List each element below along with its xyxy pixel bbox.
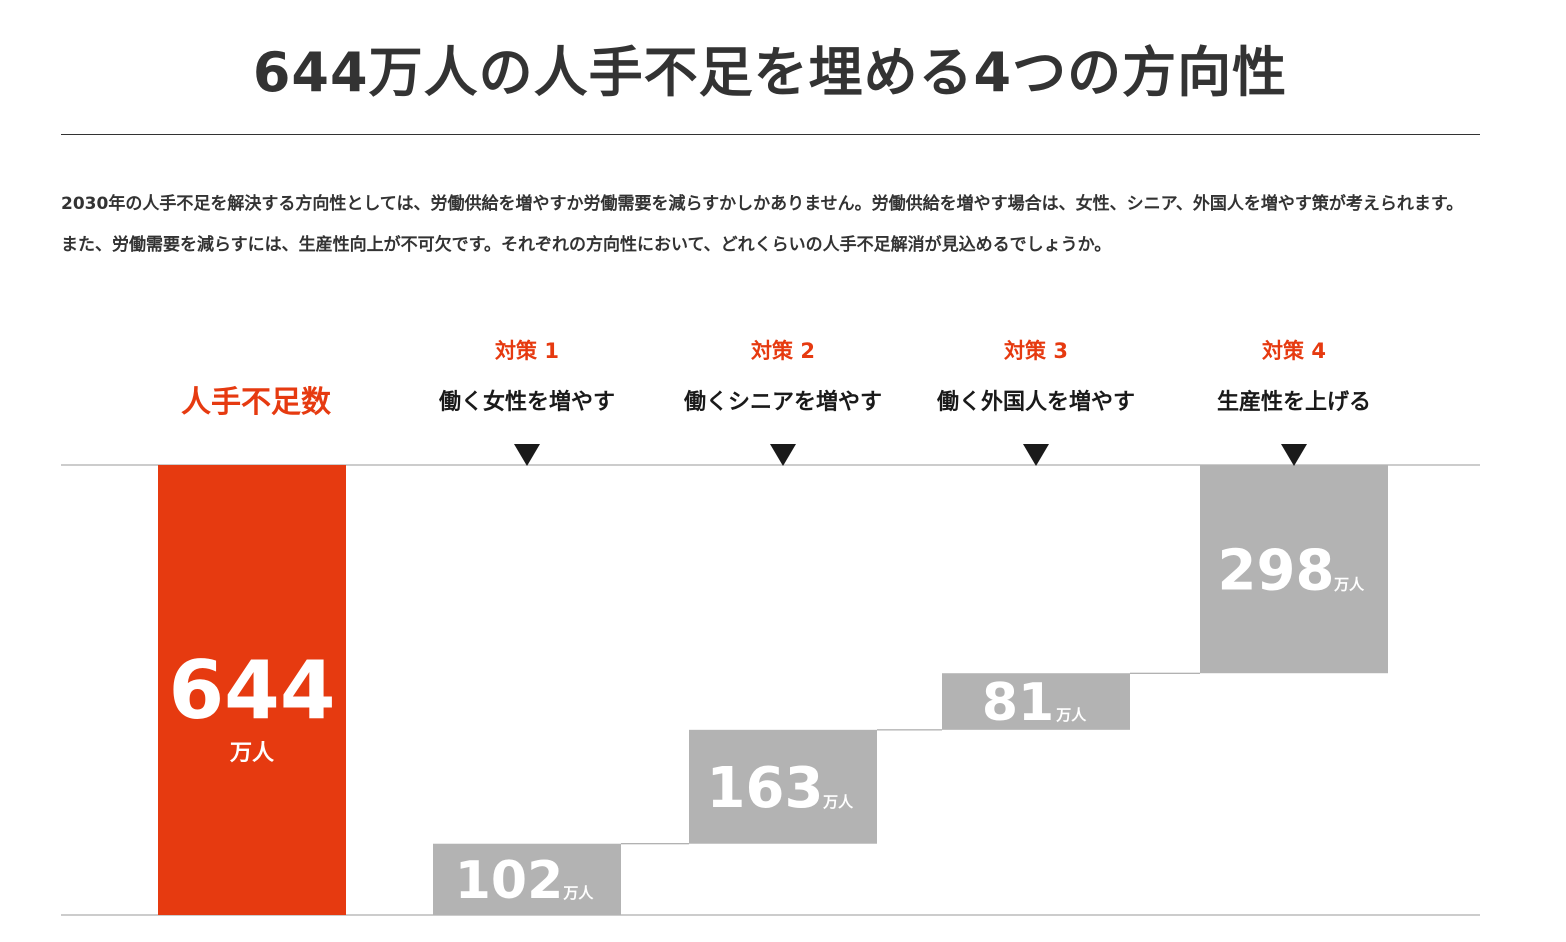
category-label: 働く女性を増やす bbox=[438, 389, 615, 415]
measure-unit-label: 万人 bbox=[1055, 706, 1087, 724]
down-arrow-icon bbox=[770, 444, 796, 466]
measure-value-label: 102 bbox=[455, 851, 564, 911]
measure-bar bbox=[433, 843, 621, 915]
measure-unit-label: 万人 bbox=[822, 793, 854, 811]
intro-paragraph: 2030年の人手不足を解決する方向性としては、労働供給を増やすか労働需要を減らす… bbox=[61, 194, 1464, 255]
measure-value-label: 163 bbox=[707, 756, 824, 821]
measure-bar bbox=[942, 673, 1130, 730]
total-category-label: 人手不足数 bbox=[181, 385, 332, 420]
measure-unit-label: 万人 bbox=[1333, 575, 1365, 593]
measure-number-label: 対策 2 bbox=[751, 339, 815, 363]
measure-bar bbox=[689, 729, 877, 844]
total-bar bbox=[158, 465, 346, 915]
total-value-label: 644 bbox=[169, 644, 336, 737]
title-divider bbox=[61, 134, 1480, 135]
measure-number-label: 対策 4 bbox=[1262, 339, 1326, 363]
total-unit-label: 万人 bbox=[229, 741, 274, 766]
measure-value-label: 298 bbox=[1218, 538, 1335, 603]
down-arrow-icon bbox=[1023, 444, 1049, 466]
category-label: 生産性を上げる bbox=[1217, 389, 1371, 415]
down-arrow-icon bbox=[514, 444, 540, 466]
category-label: 働く外国人を増やす bbox=[936, 389, 1135, 415]
page-title: 644万人の人手不足を埋める4つの方向性 bbox=[252, 41, 1288, 104]
measure-number-label: 対策 3 bbox=[1004, 339, 1068, 363]
measure-value-label: 81 bbox=[982, 673, 1054, 733]
measure-number-label: 対策 1 bbox=[495, 339, 559, 363]
category-label: 働くシニアを増やす bbox=[683, 389, 882, 415]
measure-bar bbox=[1200, 465, 1388, 674]
measure-unit-label: 万人 bbox=[562, 884, 594, 902]
down-arrow-icon bbox=[1281, 444, 1307, 466]
